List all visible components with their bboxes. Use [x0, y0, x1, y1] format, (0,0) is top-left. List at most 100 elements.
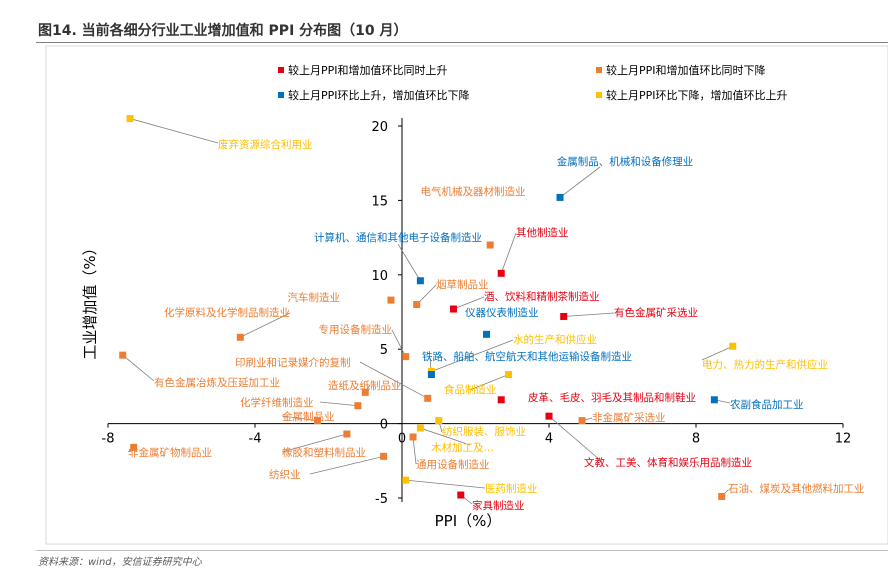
leader-line — [500, 232, 517, 274]
data-point — [497, 269, 505, 277]
x-tick-label: 8 — [692, 432, 700, 447]
legend-swatch — [278, 92, 284, 98]
point-label: 计算机、通信和其他电子设备制造业 — [314, 231, 482, 244]
legend-label: 较上月PPI和增加值环比同时上升 — [288, 63, 448, 77]
leader-line — [431, 339, 514, 372]
data-points — [119, 115, 737, 501]
point-label: 电气机械及器材制造业 — [421, 185, 526, 198]
leader-line — [122, 354, 155, 382]
y-tick-label: 15 — [371, 194, 388, 209]
data-point — [402, 476, 410, 484]
data-point — [236, 333, 244, 341]
point-label: 有色金属矿采选业 — [614, 306, 698, 319]
legend-label: 较上月PPI环比下降，增加值环比上升 — [606, 88, 788, 102]
point-label: 非金属矿采选业 — [592, 411, 666, 424]
y-tick-label: 20 — [371, 120, 388, 135]
point-label: 其他制造业 — [516, 226, 569, 239]
data-point — [343, 430, 351, 438]
point-label: 电力、热力的生产和供应业 — [702, 358, 828, 371]
data-point — [449, 305, 457, 313]
x-tick-label: 12 — [835, 432, 852, 447]
point-label: 水的生产和供应业 — [513, 333, 597, 346]
point-label: 通用设备制造业 — [416, 458, 490, 471]
leader-line — [391, 329, 407, 357]
point-label: 汽车制造业 — [288, 291, 341, 304]
point-label: 农副食品加工业 — [730, 398, 804, 411]
point-label: 食品制造业 — [444, 383, 497, 396]
data-point — [457, 491, 465, 499]
data-point — [416, 277, 424, 285]
data-point — [130, 443, 138, 451]
point-label: 铁路、船舶、航空航天和其他运输设备制造业 — [422, 350, 632, 363]
point-label: 木材加工及… — [431, 441, 494, 454]
data-point — [556, 193, 564, 201]
source-note: 资料来源：wind，安信证券研究中心 — [38, 557, 202, 568]
data-point — [380, 452, 388, 460]
point-label: 金属制品业 — [282, 410, 335, 423]
data-point — [718, 493, 726, 501]
data-point — [497, 396, 505, 404]
point-label: 化学原料及化学制品制造业 — [164, 306, 290, 319]
data-point — [483, 330, 491, 338]
leader-line — [319, 401, 358, 407]
data-point — [361, 388, 369, 396]
leader-line — [420, 427, 471, 446]
point-label: 非金属矿物制品业 — [128, 446, 212, 459]
data-point — [387, 296, 395, 304]
leader-line — [309, 455, 384, 475]
data-point — [354, 402, 362, 410]
point-label: 烟草制品业 — [436, 278, 489, 291]
title-rule — [36, 42, 888, 43]
point-label: 化学纤维制造业 — [240, 396, 314, 409]
legend-swatch — [596, 67, 602, 73]
leader-line — [359, 361, 428, 399]
data-point — [435, 417, 443, 425]
point-label: 酒、饮料和精制茶制造业 — [484, 290, 600, 303]
leader-line — [240, 312, 291, 338]
leader-line — [129, 118, 219, 144]
data-point — [413, 301, 421, 309]
leader-line — [453, 296, 485, 310]
point-label: 皮革、毛皮、羽毛及其制品和制鞋业 — [528, 391, 696, 404]
data-point — [402, 353, 410, 361]
data-point — [505, 370, 513, 378]
legend-label: 较上月PPI环比上升，增加值环比下降 — [288, 88, 470, 102]
leader-line — [397, 243, 421, 281]
legend: 较上月PPI和增加值环比同时上升 较上月PPI和增加值环比同时下降较上月PPI环比… — [278, 63, 788, 102]
data-point — [729, 342, 737, 350]
data-point — [424, 394, 432, 402]
leader-line — [281, 415, 318, 422]
data-point — [126, 115, 134, 123]
point-label: 纺织服装、服饰业 — [442, 425, 526, 438]
data-point — [560, 312, 568, 320]
leader-line — [701, 345, 733, 361]
y-tick-label: -5 — [375, 492, 388, 507]
point-label: 石油、煤炭及其他燃料加工业 — [728, 482, 865, 495]
leader-line — [559, 166, 601, 198]
data-point — [119, 351, 127, 359]
point-label: 造纸及纸制品业 — [328, 379, 402, 392]
leader-line — [412, 436, 417, 465]
x-tick-label: -8 — [102, 432, 115, 447]
x-tick-label: 4 — [545, 432, 553, 447]
legend-swatch — [278, 67, 284, 73]
point-label: 有色金属冶炼及压延加工业 — [154, 376, 280, 389]
point-label: 文教、工美、体育和娱乐用品制造业 — [584, 456, 752, 469]
y-tick-label: 5 — [380, 343, 388, 358]
data-point — [710, 396, 718, 404]
figure-title: 图14. 当前各细分行业工业增加值和 PPI 分布图（10 月） — [38, 23, 408, 39]
y-tick-label: 0 — [380, 418, 388, 433]
y-tick-label: 10 — [371, 269, 388, 284]
data-point — [409, 433, 417, 441]
point-label: 纺织业 — [269, 468, 301, 481]
point-label: 仪器仪表制造业 — [465, 306, 539, 319]
axes: -8 -4 0 4 8 12 -5 0 5 10 15 20 — [102, 118, 852, 507]
point-label: 家具制造业 — [472, 499, 525, 512]
data-point — [578, 417, 586, 425]
leader-line — [281, 433, 347, 453]
data-point — [313, 417, 321, 425]
data-point — [416, 424, 424, 432]
point-label: 橡胶和塑料制品业 — [282, 446, 366, 459]
